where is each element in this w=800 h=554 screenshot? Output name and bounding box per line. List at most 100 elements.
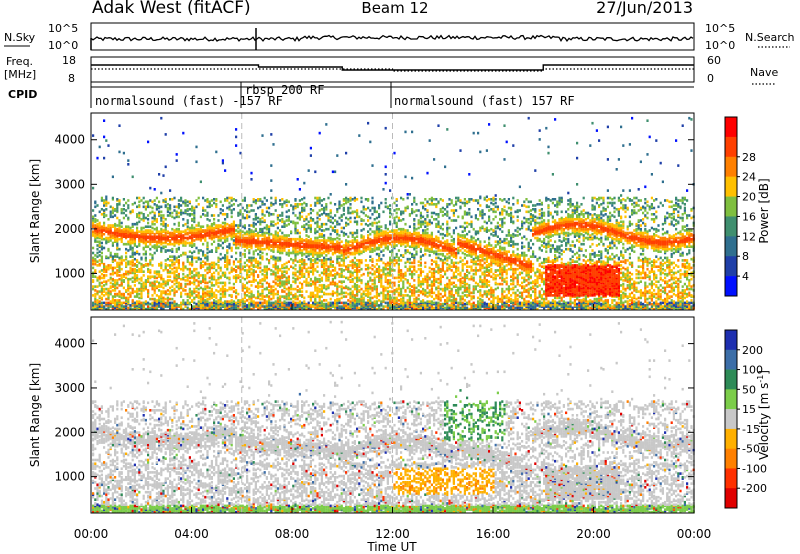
heatmap-cell: [342, 198, 345, 201]
heatmap-cell: [309, 257, 312, 261]
heatmap-cell: [301, 301, 304, 305]
heatmap-cell: [329, 236, 332, 240]
heatmap-cell: [153, 284, 156, 287]
heatmap-cell: [164, 225, 167, 228]
heatmap-cell: [182, 224, 185, 227]
heatmap-cell: [318, 214, 321, 217]
heatmap-cell: [147, 289, 150, 292]
heatmap-cell: [384, 126, 387, 130]
heatmap-cell: [114, 252, 117, 256]
heatmap-cell: [138, 306, 141, 310]
heatmap-cell: [292, 259, 295, 262]
heatmap-cell: [138, 304, 141, 307]
heatmap-cell: [356, 229, 359, 232]
heatmap-cell: [349, 270, 352, 273]
heatmap-cell: [230, 249, 233, 252]
heatmap-cell: [268, 227, 271, 231]
heatmap-cell: [312, 280, 315, 283]
heatmap-cell: [169, 204, 172, 207]
heatmap-cell: [294, 271, 297, 275]
heatmap-cell: [309, 204, 312, 207]
heatmap-cell: [287, 291, 290, 295]
heatmap-cell: [127, 289, 130, 292]
heatmap-cell: [250, 301, 253, 305]
heatmap-cell: [276, 296, 279, 300]
heatmap-cell: [129, 304, 132, 307]
heatmap-cell: [202, 234, 205, 237]
heatmap-cell: [283, 262, 286, 266]
heatmap-cell: [235, 265, 238, 268]
nave-right-tick-top: 60: [707, 54, 721, 67]
heatmap-cell: [360, 250, 363, 253]
heatmap-cell: [109, 239, 112, 242]
heatmap-cell: [318, 299, 321, 302]
heatmap-cell: [281, 295, 284, 298]
heatmap-cell: [345, 151, 348, 155]
heatmap-cell: [364, 292, 367, 296]
heatmap-cell: [202, 289, 205, 292]
heatmap-cell: [144, 245, 147, 248]
heatmap-cell: [186, 267, 189, 271]
heatmap-cell: [375, 295, 378, 298]
heatmap-cell: [281, 198, 284, 201]
heatmap-cell: [351, 231, 354, 235]
heatmap-cell: [226, 307, 229, 311]
heatmap-cell: [345, 256, 348, 260]
heatmap-cell: [208, 290, 211, 293]
heatmap-cell: [294, 256, 297, 260]
heatmap-cell: [224, 289, 227, 292]
heatmap-cell: [382, 261, 385, 265]
heatmap-cell: [395, 261, 398, 265]
heatmap-cell: [342, 269, 345, 272]
heatmap-cell: [312, 218, 315, 221]
heatmap-cell: [408, 290, 411, 293]
heatmap-cell: [177, 272, 180, 276]
heatmap-cell: [257, 304, 260, 307]
heatmap-cell: [171, 211, 174, 215]
heatmap-cell: [116, 281, 119, 285]
heatmap-cell: [144, 225, 147, 228]
heatmap-cell: [103, 135, 106, 139]
heatmap-cell: [250, 229, 253, 232]
heatmap-cell: [351, 251, 354, 255]
heatmap-cell: [199, 301, 202, 305]
heatmap-cell: [235, 144, 238, 147]
heatmap-cell: [393, 269, 396, 272]
heatmap-cell: [254, 304, 257, 307]
heatmap-cell: [318, 280, 321, 283]
heatmap-cell: [151, 275, 154, 278]
heatmap-cell: [191, 244, 194, 247]
heatmap-cell: [272, 264, 275, 267]
heatmap-cell: [243, 269, 246, 272]
heatmap-cell: [250, 209, 253, 212]
heatmap-cell: [118, 277, 121, 281]
heatmap-cell: [177, 215, 180, 219]
heatmap-cell: [364, 264, 367, 267]
heatmap-cell: [362, 235, 365, 238]
heatmap-cell: [389, 211, 392, 215]
heatmap-cell: [397, 287, 400, 291]
heatmap-cell: [393, 232, 396, 236]
heatmap-cell: [94, 226, 97, 230]
heatmap-cell: [243, 209, 246, 212]
heatmap-cell: [389, 241, 392, 245]
heatmap-cell: [327, 213, 330, 216]
heatmap-cell: [151, 210, 154, 214]
heatmap-cell: [221, 285, 224, 288]
heatmap-cell: [274, 222, 277, 226]
heatmap-cell: [294, 280, 297, 283]
heatmap-cell: [386, 261, 389, 265]
heatmap-cell: [314, 227, 317, 231]
heatmap-cell: [336, 208, 339, 211]
heatmap-cell: [353, 287, 356, 291]
heatmap-cell: [268, 284, 271, 287]
heatmap-cell: [158, 213, 161, 216]
heatmap-cell: [142, 304, 145, 307]
heatmap-cell: [173, 196, 176, 200]
heatmap-cell: [290, 237, 293, 241]
heatmap-cell: [375, 302, 378, 306]
heatmap-cell: [386, 279, 389, 282]
heatmap-cell: [386, 247, 389, 251]
heatmap-cell: [197, 291, 200, 295]
heatmap-cell: [109, 205, 112, 209]
